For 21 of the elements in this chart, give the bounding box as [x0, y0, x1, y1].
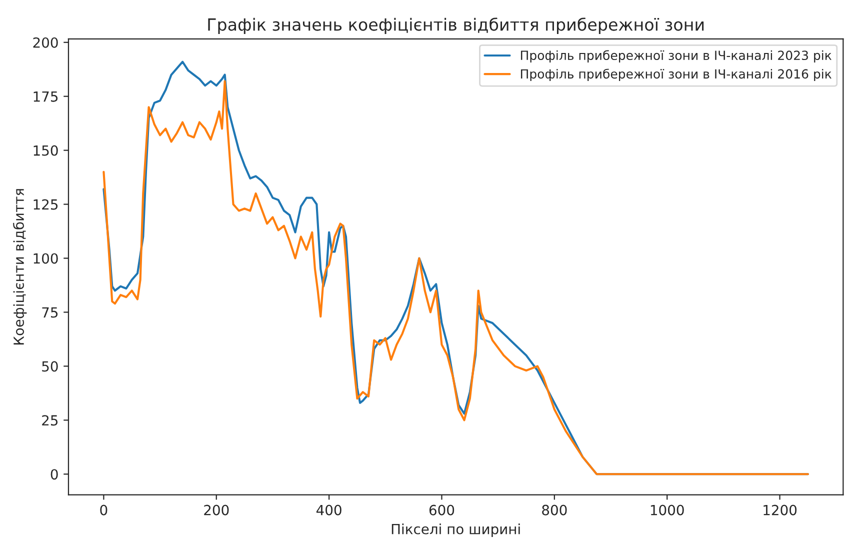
x-tick-label: 0	[100, 504, 108, 516]
y-tick-label: 100	[34, 253, 58, 264]
legend-label: Профіль прибережної зони в ІЧ-каналі 2016 рік	[520, 68, 832, 82]
y-tick-label: 50	[42, 361, 58, 372]
y-tick-label: 200	[33, 37, 58, 48]
y-tick-label: 150	[34, 145, 58, 156]
y-tick-label: 25	[42, 415, 58, 426]
chart-title: Графік значень коефіцієнтів відбиття прибережної зони	[208, 18, 704, 34]
x-tick-label: 1000	[650, 504, 684, 516]
y-axis-title: Коефіцієнти відбиття	[13, 189, 27, 344]
y-tick-label: 125	[34, 199, 58, 210]
y-tick-label: 175	[34, 91, 58, 102]
y-tick-label: 0	[50, 469, 58, 480]
x-tick-label: 1200	[764, 504, 797, 516]
x-tick-label: 800	[542, 504, 567, 516]
x-axis-title: Пікселі по ширині	[392, 524, 520, 537]
y-tick-label: 75	[42, 307, 58, 318]
x-tick-label: 600	[429, 504, 454, 516]
x-tick-label: 400	[316, 504, 342, 516]
legend-label: Профіль прибережної зони в ІЧ-каналі 2023 рік	[520, 50, 832, 62]
x-tick-label: 200	[204, 504, 229, 516]
